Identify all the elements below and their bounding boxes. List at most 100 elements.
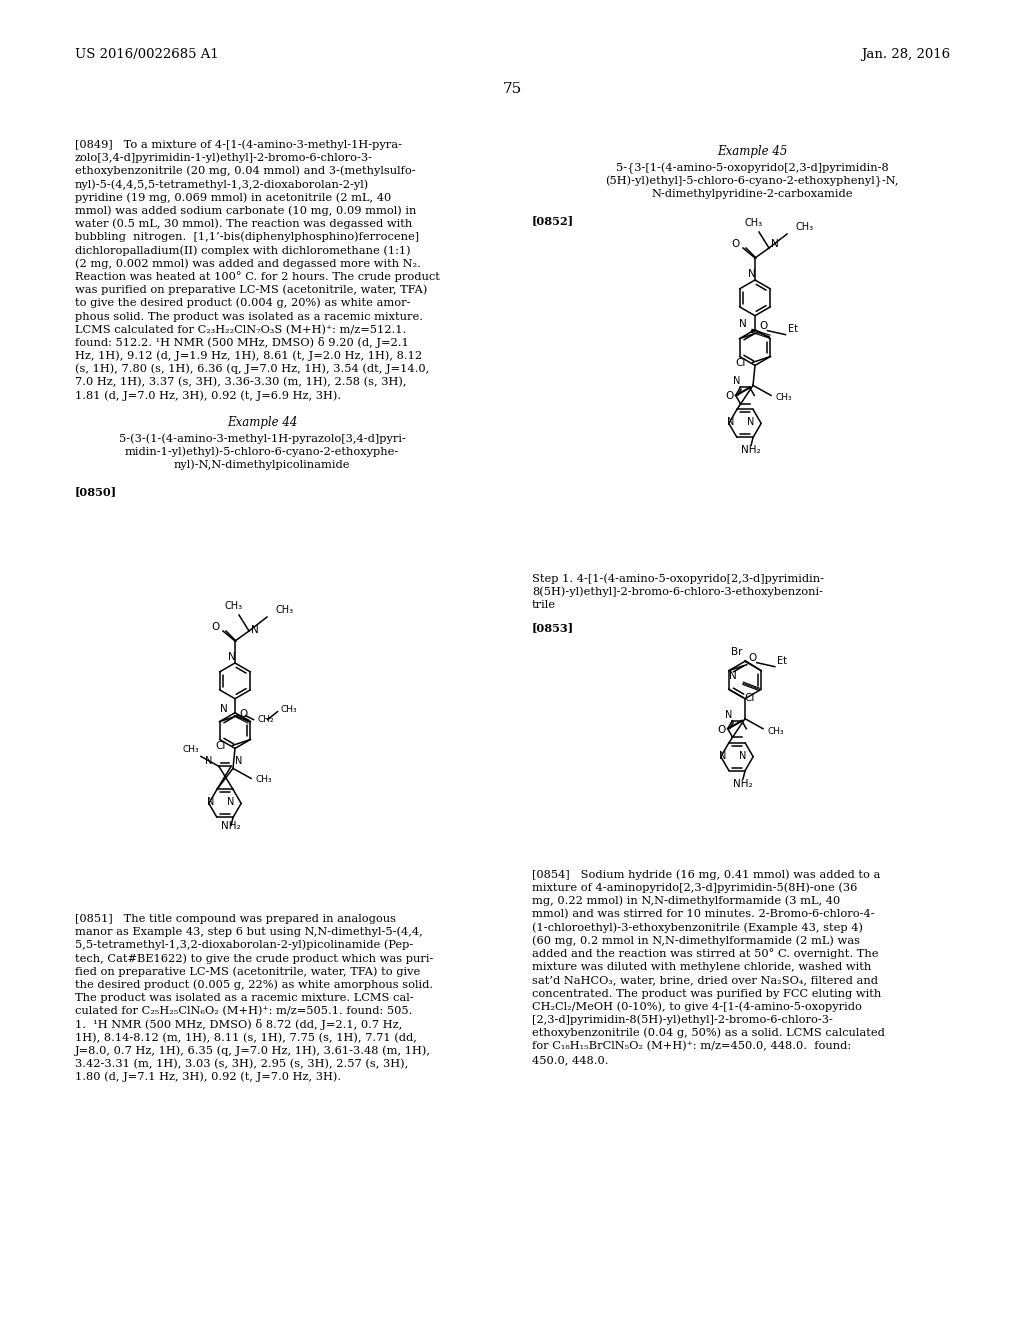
Text: NH₂: NH₂ bbox=[221, 821, 241, 832]
Text: 1.  ¹H NMR (500 MHz, DMSO) δ 8.72 (dd, J=2.1, 0.7 Hz,: 1. ¹H NMR (500 MHz, DMSO) δ 8.72 (dd, J=… bbox=[75, 1019, 402, 1030]
Text: (60 mg, 0.2 mmol in N,N-dimethylformamide (2 mL) was: (60 mg, 0.2 mmol in N,N-dimethylformamid… bbox=[532, 936, 860, 946]
Text: Example 44: Example 44 bbox=[226, 416, 297, 429]
Text: 5-(3-(1-(4-amino-3-methyl-1H-pyrazolo[3,4-d]pyri-: 5-(3-(1-(4-amino-3-methyl-1H-pyrazolo[3,… bbox=[119, 433, 406, 444]
Text: mg, 0.22 mmol) in N,N-dimethylformamide (3 mL, 40: mg, 0.22 mmol) in N,N-dimethylformamide … bbox=[532, 896, 841, 907]
Text: Et: Et bbox=[777, 656, 786, 665]
Text: N: N bbox=[236, 756, 243, 767]
Text: O: O bbox=[726, 391, 734, 401]
Text: O: O bbox=[749, 652, 757, 663]
Text: concentrated. The product was purified by FCC eluting with: concentrated. The product was purified b… bbox=[532, 989, 882, 999]
Text: N: N bbox=[771, 239, 778, 249]
Text: trile: trile bbox=[532, 601, 556, 610]
Text: manor as Example 43, step 6 but using N,N-dimethyl-5-(4,4,: manor as Example 43, step 6 but using N,… bbox=[75, 927, 423, 937]
Text: zolo[3,4-d]pyrimidin-1-yl)ethyl]-2-bromo-6-chloro-3-: zolo[3,4-d]pyrimidin-1-yl)ethyl]-2-bromo… bbox=[75, 153, 373, 164]
Text: 5,5-tetramethyl-1,3,2-dioxaborolan-2-yl)picolinamide (Pep-: 5,5-tetramethyl-1,3,2-dioxaborolan-2-yl)… bbox=[75, 940, 414, 950]
Text: [0854]   Sodium hydride (16 mg, 0.41 mmol) was added to a: [0854] Sodium hydride (16 mg, 0.41 mmol)… bbox=[532, 870, 881, 880]
Text: [0852]: [0852] bbox=[532, 215, 574, 226]
Text: N: N bbox=[732, 376, 740, 387]
Text: Et: Et bbox=[787, 323, 798, 334]
Text: 8(5H)-yl)ethyl]-2-bromo-6-chloro-3-ethoxybenzoni-: 8(5H)-yl)ethyl]-2-bromo-6-chloro-3-ethox… bbox=[532, 586, 823, 597]
Text: CH₃: CH₃ bbox=[795, 222, 813, 232]
Text: for C₁₈H₁₅BrClN₅O₂ (M+H)⁺: m/z=450.0, 448.0.  found:: for C₁₈H₁₅BrClN₅O₂ (M+H)⁺: m/z=450.0, 44… bbox=[532, 1041, 851, 1052]
Text: CH₃: CH₃ bbox=[775, 393, 792, 403]
Text: mmol) and was stirred for 10 minutes. 2-Bromo-6-chloro-4-: mmol) and was stirred for 10 minutes. 2-… bbox=[532, 909, 874, 920]
Text: water (0.5 mL, 30 mmol). The reaction was degassed with: water (0.5 mL, 30 mmol). The reaction wa… bbox=[75, 219, 413, 230]
Text: mixture of 4-aminopyrido[2,3-d]pyrimidin-5(8H)-one (36: mixture of 4-aminopyrido[2,3-d]pyrimidin… bbox=[532, 883, 857, 894]
Text: [0851]   The title compound was prepared in analogous: [0851] The title compound was prepared i… bbox=[75, 913, 396, 924]
Text: CH₃: CH₃ bbox=[275, 605, 293, 615]
Text: ethoxybenzonitrile (20 mg, 0.04 mmol) and 3-(methylsulfo-: ethoxybenzonitrile (20 mg, 0.04 mmol) an… bbox=[75, 166, 416, 177]
Text: [0853]: [0853] bbox=[532, 622, 574, 634]
Text: CH₃: CH₃ bbox=[281, 705, 297, 714]
Text: N: N bbox=[219, 704, 227, 714]
Text: N: N bbox=[727, 417, 734, 428]
Text: 3.42-3.31 (m, 1H), 3.03 (s, 3H), 2.95 (s, 3H), 2.57 (s, 3H),: 3.42-3.31 (m, 1H), 3.03 (s, 3H), 2.95 (s… bbox=[75, 1059, 409, 1069]
Text: mixture was diluted with methylene chloride, washed with: mixture was diluted with methylene chlor… bbox=[532, 962, 871, 973]
Text: CH₂Cl₂/MeOH (0-10%), to give 4-[1-(4-amino-5-oxopyrido: CH₂Cl₂/MeOH (0-10%), to give 4-[1-(4-ami… bbox=[532, 1002, 862, 1012]
Text: Reaction was heated at 100° C. for 2 hours. The crude product: Reaction was heated at 100° C. for 2 hou… bbox=[75, 271, 440, 282]
Text: (2 mg, 0.002 mmol) was added and degassed more with N₂.: (2 mg, 0.002 mmol) was added and degasse… bbox=[75, 259, 421, 269]
Text: pyridine (19 mg, 0.069 mmol) in acetonitrile (2 mL, 40: pyridine (19 mg, 0.069 mmol) in acetonit… bbox=[75, 193, 391, 203]
Text: N: N bbox=[228, 652, 236, 663]
Text: N-dimethylpyridine-2-carboxamide: N-dimethylpyridine-2-carboxamide bbox=[651, 189, 853, 199]
Text: LCMS calculated for C₂₃H₂₂ClN₇O₃S (M+H)⁺: m/z=512.1.: LCMS calculated for C₂₃H₂₂ClN₇O₃S (M+H)⁺… bbox=[75, 325, 407, 335]
Text: (s, 1H), 7.80 (s, 1H), 6.36 (q, J=7.0 Hz, 1H), 3.54 (dt, J=14.0,: (s, 1H), 7.80 (s, 1H), 6.36 (q, J=7.0 Hz… bbox=[75, 364, 429, 375]
Text: found: 512.2. ¹H NMR (500 MHz, DMSO) δ 9.20 (d, J=2.1: found: 512.2. ¹H NMR (500 MHz, DMSO) δ 9… bbox=[75, 337, 409, 348]
Text: N: N bbox=[729, 672, 737, 681]
Text: CH₃: CH₃ bbox=[744, 218, 763, 228]
Text: N: N bbox=[205, 756, 213, 767]
Text: (5H)-yl)ethyl]-5-chloro-6-cyano-2-ethoxyphenyl}-N,: (5H)-yl)ethyl]-5-chloro-6-cyano-2-ethoxy… bbox=[605, 176, 899, 187]
Text: US 2016/0022685 A1: US 2016/0022685 A1 bbox=[75, 48, 219, 61]
Text: Cl: Cl bbox=[735, 359, 745, 368]
Text: [2,3-d]pyrimidin-8(5H)-yl)ethyl]-2-bromo-6-chloro-3-: [2,3-d]pyrimidin-8(5H)-yl)ethyl]-2-bromo… bbox=[532, 1015, 833, 1026]
Text: CH₂: CH₂ bbox=[258, 715, 274, 725]
Text: 1.80 (d, J=7.1 Hz, 3H), 0.92 (t, J=7.0 Hz, 3H).: 1.80 (d, J=7.1 Hz, 3H), 0.92 (t, J=7.0 H… bbox=[75, 1072, 341, 1082]
Text: dichloropalladium(II) complex with dichloromethane (1:1): dichloropalladium(II) complex with dichl… bbox=[75, 246, 411, 256]
Text: O: O bbox=[760, 321, 768, 330]
Text: culated for C₂₅H₂₅ClN₆O₂ (M+H)⁺: m/z=505.1. found: 505.: culated for C₂₅H₂₅ClN₆O₂ (M+H)⁺: m/z=505… bbox=[75, 1006, 413, 1016]
Text: added and the reaction was stirred at 50° C. overnight. The: added and the reaction was stirred at 50… bbox=[532, 948, 879, 960]
Text: N: N bbox=[748, 417, 755, 428]
Text: 5-{3-[1-(4-amino-5-oxopyrido[2,3-d]pyrimidin-8: 5-{3-[1-(4-amino-5-oxopyrido[2,3-d]pyrim… bbox=[615, 162, 889, 174]
Text: N: N bbox=[738, 318, 746, 329]
Text: the desired product (0.005 g, 22%) as white amorphous solid.: the desired product (0.005 g, 22%) as wh… bbox=[75, 979, 433, 990]
Text: CH₃: CH₃ bbox=[767, 727, 783, 735]
Text: Example 45: Example 45 bbox=[717, 145, 787, 158]
Text: O: O bbox=[240, 709, 248, 718]
Text: sat’d NaHCO₃, water, brine, dried over Na₂SO₄, filtered and: sat’d NaHCO₃, water, brine, dried over N… bbox=[532, 975, 878, 986]
Text: Hz, 1H), 9.12 (d, J=1.9 Hz, 1H), 8.61 (t, J=2.0 Hz, 1H), 8.12: Hz, 1H), 9.12 (d, J=1.9 Hz, 1H), 8.61 (t… bbox=[75, 351, 422, 362]
Text: tech, Cat#BE1622) to give the crude product which was puri-: tech, Cat#BE1622) to give the crude prod… bbox=[75, 953, 433, 964]
Text: Br: Br bbox=[731, 647, 743, 656]
Text: Jan. 28, 2016: Jan. 28, 2016 bbox=[861, 48, 950, 61]
Text: mmol) was added sodium carbonate (10 mg, 0.09 mmol) in: mmol) was added sodium carbonate (10 mg,… bbox=[75, 206, 417, 216]
Text: to give the desired product (0.004 g, 20%) as white amor-: to give the desired product (0.004 g, 20… bbox=[75, 298, 411, 309]
Text: ethoxybenzonitrile (0.04 g, 50%) as a solid. LCMS calculated: ethoxybenzonitrile (0.04 g, 50%) as a so… bbox=[532, 1028, 885, 1039]
Text: midin-1-yl)ethyl)-5-chloro-6-cyano-2-ethoxyphe-: midin-1-yl)ethyl)-5-chloro-6-cyano-2-eth… bbox=[125, 446, 399, 457]
Text: nyl)-N,N-dimethylpicolinamide: nyl)-N,N-dimethylpicolinamide bbox=[174, 459, 350, 470]
Text: NH₂: NH₂ bbox=[741, 445, 761, 455]
Text: O: O bbox=[212, 622, 220, 632]
Text: fied on preparative LC-MS (acetonitrile, water, TFA) to give: fied on preparative LC-MS (acetonitrile,… bbox=[75, 966, 420, 977]
Text: bubbling  nitrogen.  [1,1’-bis(diphenylphosphino)ferrocene]: bubbling nitrogen. [1,1’-bis(diphenylpho… bbox=[75, 232, 419, 243]
Text: 450.0, 448.0.: 450.0, 448.0. bbox=[532, 1055, 608, 1065]
Text: (1-chloroethyl)-3-ethoxybenzonitrile (Example 43, step 4): (1-chloroethyl)-3-ethoxybenzonitrile (Ex… bbox=[532, 923, 863, 933]
Text: CH₃: CH₃ bbox=[225, 601, 243, 611]
Text: Cl: Cl bbox=[215, 742, 225, 751]
Text: N: N bbox=[719, 751, 727, 760]
Text: J=8.0, 0.7 Hz, 1H), 6.35 (q, J=7.0 Hz, 1H), 3.61-3.48 (m, 1H),: J=8.0, 0.7 Hz, 1H), 6.35 (q, J=7.0 Hz, 1… bbox=[75, 1045, 431, 1056]
Text: Cl: Cl bbox=[744, 693, 755, 704]
Text: N: N bbox=[207, 797, 215, 808]
Text: 7.0 Hz, 1H), 3.37 (s, 3H), 3.36-3.30 (m, 1H), 2.58 (s, 3H),: 7.0 Hz, 1H), 3.37 (s, 3H), 3.36-3.30 (m,… bbox=[75, 378, 407, 388]
Text: 1.81 (d, J=7.0 Hz, 3H), 0.92 (t, J=6.9 Hz, 3H).: 1.81 (d, J=7.0 Hz, 3H), 0.92 (t, J=6.9 H… bbox=[75, 391, 341, 401]
Text: N: N bbox=[725, 710, 732, 719]
Text: N: N bbox=[739, 751, 746, 760]
Text: N: N bbox=[227, 797, 234, 808]
Text: [0849]   To a mixture of 4-[1-(4-amino-3-methyl-1H-pyra-: [0849] To a mixture of 4-[1-(4-amino-3-m… bbox=[75, 140, 402, 150]
Text: 75: 75 bbox=[503, 82, 521, 96]
Text: nyl)-5-(4,4,5,5-tetramethyl-1,3,2-dioxaborolan-2-yl): nyl)-5-(4,4,5,5-tetramethyl-1,3,2-dioxab… bbox=[75, 180, 370, 190]
Text: O: O bbox=[718, 725, 726, 735]
Text: O: O bbox=[732, 239, 740, 249]
Text: 1H), 8.14-8.12 (m, 1H), 8.11 (s, 1H), 7.75 (s, 1H), 7.71 (dd,: 1H), 8.14-8.12 (m, 1H), 8.11 (s, 1H), 7.… bbox=[75, 1032, 417, 1043]
Text: [0850]: [0850] bbox=[75, 486, 117, 498]
Text: phous solid. The product was isolated as a racemic mixture.: phous solid. The product was isolated as… bbox=[75, 312, 423, 322]
